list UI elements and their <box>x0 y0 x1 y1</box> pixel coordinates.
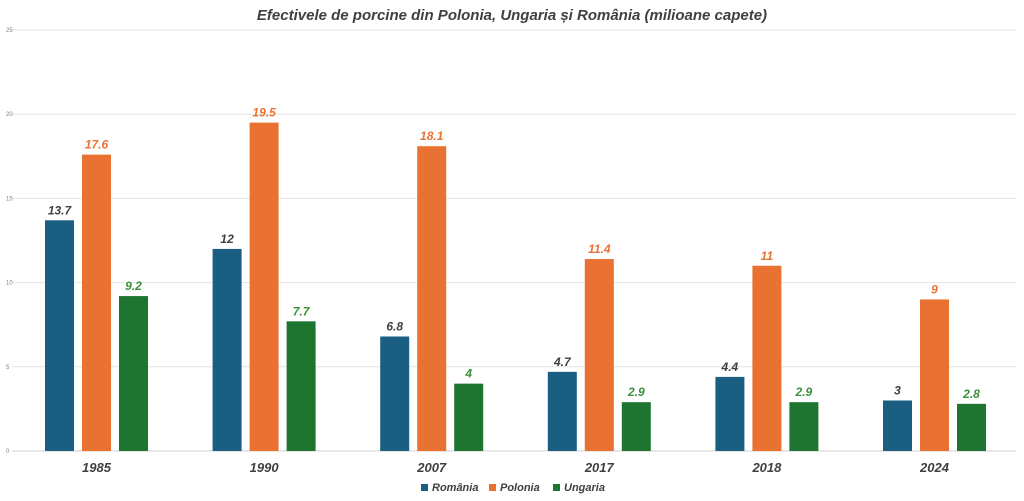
bar-ungaria-2007 <box>454 383 484 451</box>
x-tick-label: 1990 <box>250 460 280 475</box>
data-label: 4 <box>464 367 472 381</box>
y-tick-label: 15 <box>6 196 13 202</box>
bar-polonia-2018 <box>752 265 782 451</box>
legend-item-label: Polonia <box>500 482 540 494</box>
legend-item-label: România <box>432 482 478 494</box>
data-label: 4.4 <box>721 360 739 374</box>
bar-romnia-1990 <box>212 248 242 451</box>
bar-romnia-2024 <box>883 400 912 451</box>
data-label: 11 <box>761 249 774 263</box>
data-label: 2.9 <box>627 385 645 399</box>
bar-polonia-1985 <box>82 154 111 451</box>
bar-romnia-1985 <box>45 220 74 451</box>
y-tick-label: 25 <box>6 28 13 34</box>
data-label: 19.5 <box>252 106 276 120</box>
data-label: 12 <box>220 232 234 246</box>
bar-romnia-2017 <box>547 371 577 451</box>
bar-ungaria-1985 <box>119 296 148 451</box>
bar-polonia-2007 <box>417 146 447 452</box>
x-tick-label: 2024 <box>919 460 950 475</box>
x-tick-label: 1985 <box>82 460 112 475</box>
chart-title: Efectivele de porcine din Polonia, Ungar… <box>257 7 767 24</box>
data-label: 9.2 <box>125 279 142 293</box>
bar-ungaria-1990 <box>286 321 316 451</box>
y-axis: 0 5 10 15 20 25 <box>6 28 13 455</box>
bars-layer <box>45 122 986 452</box>
data-labels-layer: 13.7 17.6 9.2 12 19.5 7.7 6.8 18.1 4 4.7 11.4 2.9 4.… <box>48 106 980 401</box>
data-label: 9 <box>931 282 938 296</box>
bar-ungaria-2024 <box>957 403 986 451</box>
bar-polonia-2017 <box>584 259 614 451</box>
legend-swatch <box>553 484 560 491</box>
data-label: 17.6 <box>85 138 109 152</box>
y-tick-label: 20 <box>6 112 13 118</box>
x-tick-label: 2018 <box>751 460 782 475</box>
bar-romnia-2018 <box>715 376 745 451</box>
data-label: 18.1 <box>420 129 444 143</box>
legend-swatch <box>489 484 496 491</box>
bar-ungaria-2017 <box>621 402 651 451</box>
x-axis: 1985 1990 2007 2017 2018 2024 <box>82 460 950 475</box>
data-label: 11.4 <box>588 242 611 256</box>
legend: România Polonia Ungaria <box>421 482 605 494</box>
data-label: 7.7 <box>293 304 311 318</box>
y-tick-label: 10 <box>6 281 13 287</box>
x-tick-label: 2007 <box>416 460 447 475</box>
y-tick-label: 5 <box>6 365 10 371</box>
data-label: 13.7 <box>48 203 73 217</box>
bar-ungaria-2018 <box>789 402 819 451</box>
data-label: 2.8 <box>962 387 980 401</box>
y-tick-label: 0 <box>6 449 10 455</box>
legend-item-label: Ungaria <box>564 482 605 494</box>
data-label: 6.8 <box>386 319 403 333</box>
data-label: 4.7 <box>553 355 572 369</box>
grid-layer <box>12 29 1016 452</box>
bar-romnia-2007 <box>380 336 410 451</box>
data-label: 2.9 <box>795 385 813 399</box>
bar-polonia-1990 <box>249 122 279 452</box>
x-tick-label: 2017 <box>584 460 615 475</box>
bar-polonia-2024 <box>920 299 949 451</box>
legend-swatch <box>421 484 428 491</box>
data-label: 3 <box>894 383 901 397</box>
